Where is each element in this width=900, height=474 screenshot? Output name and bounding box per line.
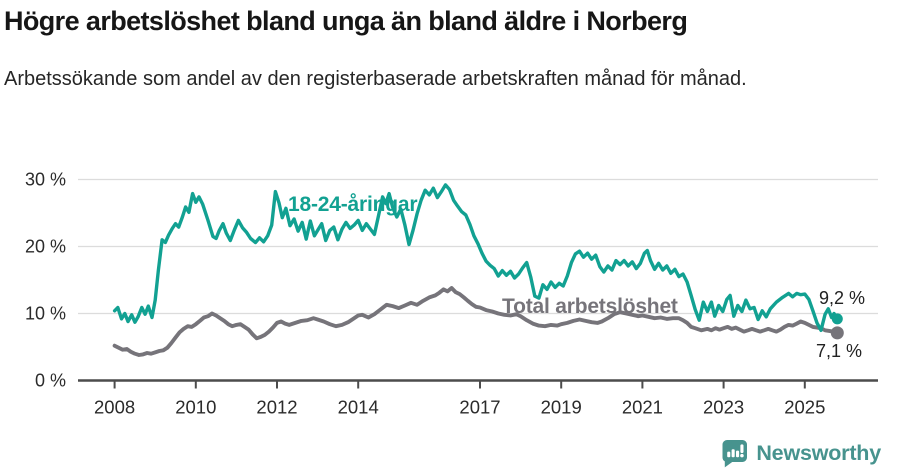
x-axis-label: 2010 — [175, 397, 216, 418]
exclamation-dot — [740, 453, 745, 458]
x-axis-label: 2019 — [541, 397, 582, 418]
x-axis-label: 2023 — [703, 397, 744, 418]
bar-2 — [731, 449, 736, 458]
speech-bubble-shape — [722, 440, 748, 468]
series-label-young: 18-24-åringar — [288, 193, 418, 216]
bar-3 — [736, 450, 740, 458]
end-value-label-young: 9,2 % — [819, 288, 866, 308]
series-line-total — [112, 286, 840, 357]
chart-subtitle: Arbetssökande som andel av den registerb… — [4, 68, 747, 90]
newsworthy-logo-icon — [722, 440, 748, 468]
brand-footer: Newsworthy — [720, 438, 881, 468]
page-title: Högre arbetslöshet bland unga än bland ä… — [4, 6, 688, 36]
series-label-total: Total arbetslöshet — [502, 295, 678, 318]
end-value-label-total: 7,1 % — [816, 341, 863, 361]
y-axis-label: 30 % — [25, 170, 66, 190]
line-chart: 0 % 10 % 20 % 30 % 2008 2010 2012 2014 2017 2019 2… — [25, 170, 878, 418]
exclamation-bar — [740, 444, 744, 453]
series-end-dot-young — [831, 313, 843, 325]
x-axis-label: 2012 — [256, 397, 297, 418]
y-axis-label: 10 % — [25, 304, 66, 324]
x-axis-label: 2025 — [784, 397, 825, 418]
series-line-young — [112, 183, 839, 333]
x-axis-label: 2014 — [338, 397, 379, 418]
y-axis-label: 20 % — [25, 237, 66, 257]
y-axis-label: 0 % — [35, 371, 66, 391]
brand-name: Newsworthy — [756, 440, 881, 465]
x-axis-label: 2021 — [622, 397, 663, 418]
x-axis-label: 2008 — [94, 397, 135, 418]
series-end-dot-total — [830, 326, 844, 340]
bar-1 — [727, 451, 731, 458]
x-axis-label: 2017 — [459, 397, 500, 418]
